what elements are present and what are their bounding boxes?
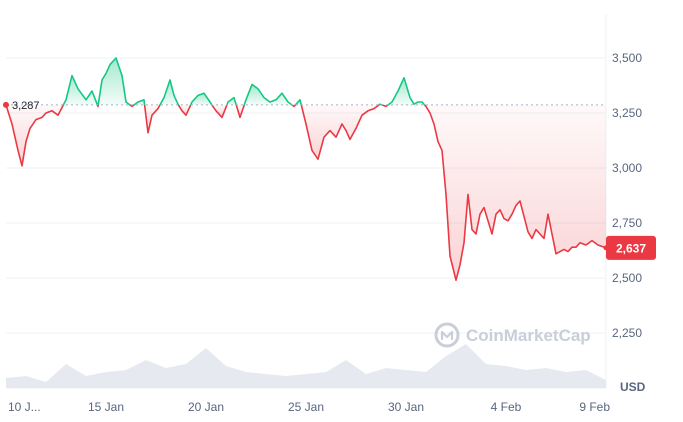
price-line-up [226,96,237,106]
y-tick-label: 2,250 [612,326,642,340]
above-open-fill [63,75,98,105]
current-price-tag [606,235,656,260]
x-tick-label: 15 Jan [88,400,124,414]
y-tick-label: 2,750 [612,216,642,230]
price-line-down [291,104,296,108]
below-open-fill [178,104,191,116]
y-axis: 2,250 2,500 2,750 3,000 3,250 3,500 USD [612,51,646,394]
x-tick-label: 9 Feb [579,400,610,414]
x-tick-label: 4 Feb [491,400,522,414]
below-open-fill [144,104,160,133]
price-line-down [177,104,192,116]
watermark: CoinMarketCap [434,322,591,348]
price-line-up [387,77,426,106]
below-open-fill [236,104,245,118]
open-price-dot [3,101,9,108]
watermark-brand: CoinMarketCap [466,326,591,345]
below-open-fill [424,104,606,281]
x-tick-label: 20 Jan [188,400,224,414]
y-tick-label: 2,500 [612,271,642,285]
price-line-down [5,104,65,167]
y-tick-label: 3,250 [612,106,642,120]
x-tick-label: 30 Jan [388,400,424,414]
price-lines [5,57,607,281]
above-open-fill [388,77,425,105]
coinmarketcap-logo-icon [434,322,460,348]
price-line-up [294,99,303,106]
above-open-fill [160,80,179,105]
x-tick-label: 25 Jan [288,400,324,414]
price-line-down [235,104,246,119]
price-line-up [189,92,213,106]
y-tick-label: 3,500 [612,51,642,65]
price-fills [6,58,606,281]
open-price-label: 3,287 [12,100,40,112]
price-line-down [129,104,135,108]
below-open-fill [6,104,64,166]
volume-bars [6,344,606,388]
y-unit-label: USD [620,380,646,394]
price-line-up [133,99,146,106]
price-line-down [96,104,99,108]
price-line-up [243,83,293,106]
current-price-label: 2,637 [616,241,646,255]
x-tick-label: 10 J... [8,400,41,414]
above-open-fill [98,58,130,105]
price-line-up [97,57,131,106]
price-line-up [159,79,180,106]
price-markers: 3,287 2,637 [3,100,656,260]
price-line-down [211,104,228,119]
price-line-down [300,104,380,160]
price-line-down [381,104,389,108]
y-tick-label: 3,000 [612,161,642,175]
price-line-down [424,104,607,281]
x-axis: 10 J... 15 Jan 20 Jan 25 Jan 30 Jan 4 Feb 9 Fe… [8,400,610,414]
price-line-up [62,74,99,106]
volume-area [6,344,606,388]
above-open-fill [190,93,212,105]
above-open-fill [244,84,292,105]
price-line-down [143,104,161,134]
